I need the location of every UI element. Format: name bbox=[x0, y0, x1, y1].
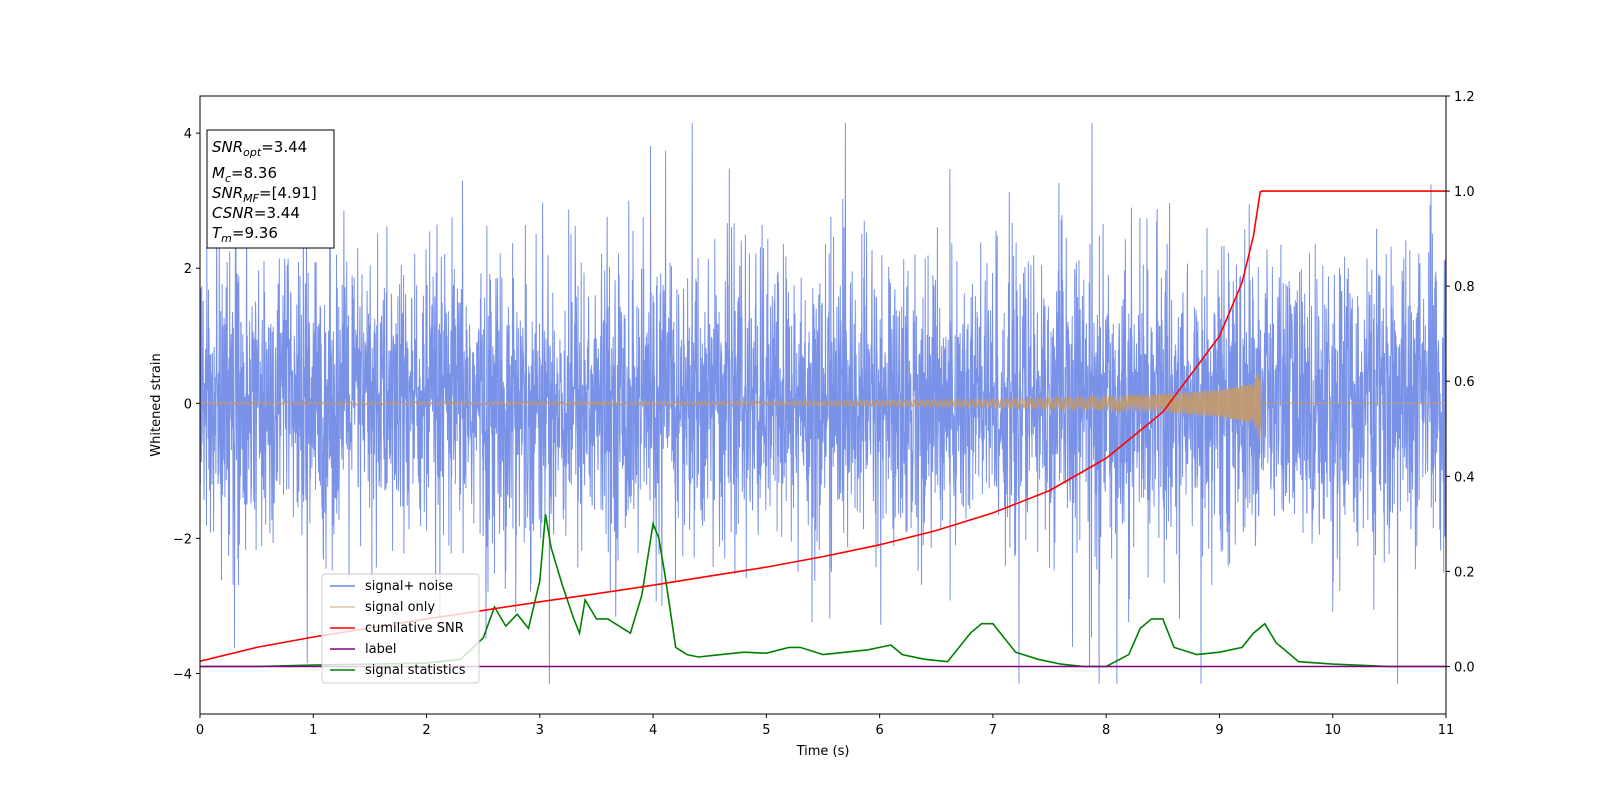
y-tick-label: −4 bbox=[173, 667, 192, 682]
x-tick-label: 2 bbox=[422, 723, 430, 738]
y2-tick-label: 0.6 bbox=[1454, 375, 1475, 390]
info-tm: Tm=9.36 bbox=[212, 224, 278, 245]
y-tick-label: −2 bbox=[173, 532, 192, 547]
legend-signal-noise: signal+ noise bbox=[365, 579, 453, 594]
info-mc: Mc=8.36 bbox=[212, 164, 277, 185]
series-signal-only bbox=[200, 372, 1446, 441]
x-tick-label: 5 bbox=[762, 723, 770, 738]
line-signal-only bbox=[200, 372, 1446, 441]
legend-frame bbox=[321, 573, 480, 684]
y2-tick-label: 1.0 bbox=[1454, 185, 1475, 200]
legend-cumulative-snr: cumilative SNR bbox=[365, 621, 464, 636]
plot-frame bbox=[199, 95, 1447, 715]
info-box-frame bbox=[206, 129, 335, 249]
y2-tick-label: 1.2 bbox=[1454, 90, 1475, 105]
y-tick-label: 0 bbox=[184, 397, 192, 412]
x-tick-label: 8 bbox=[1102, 723, 1110, 738]
info-csnr: CSNR=3.44 bbox=[212, 204, 300, 222]
info-box: SNRopt=3.44 Mc=8.36 SNRMF=[4.91] CSNR=3.… bbox=[206, 129, 335, 249]
y-axis-title: Whitened strain bbox=[149, 353, 164, 456]
x-tick-label: 3 bbox=[536, 723, 544, 738]
x-axis: 0 1 2 3 4 5 6 7 8 9 10 11 bbox=[196, 714, 1454, 738]
info-snr-opt: SNRopt=3.44 bbox=[212, 138, 307, 159]
legend-signal-statistics: signal statistics bbox=[365, 663, 466, 678]
x-tick-label: 9 bbox=[1215, 723, 1223, 738]
y2-tick-label: 0.0 bbox=[1454, 660, 1475, 675]
y2-tick-label: 0.4 bbox=[1454, 470, 1475, 485]
y-tick-label: 4 bbox=[184, 127, 192, 142]
line-signal-statistics bbox=[200, 514, 1446, 668]
info-snr-mf: SNRMF=[4.91] bbox=[212, 184, 317, 205]
x-tick-label: 0 bbox=[196, 723, 204, 738]
y2-tick-label: 0.2 bbox=[1454, 565, 1475, 580]
x-tick-label: 1 bbox=[309, 723, 317, 738]
legend-label: label bbox=[365, 642, 396, 657]
legend-signal-only: signal only bbox=[365, 600, 435, 615]
x-tick-label: 4 bbox=[649, 723, 657, 738]
x-tick-label: 6 bbox=[875, 723, 883, 738]
x-axis-title: Time (s) bbox=[796, 744, 850, 759]
y2-tick-label: 0.8 bbox=[1454, 280, 1475, 295]
y-axis-left: −4 −2 0 2 4 bbox=[173, 127, 200, 682]
x-tick-label: 11 bbox=[1438, 723, 1455, 738]
y-tick-label: 2 bbox=[184, 262, 192, 277]
x-tick-label: 10 bbox=[1324, 723, 1341, 738]
x-tick-label: 7 bbox=[989, 723, 997, 738]
y-axis-right: 0.0 0.2 0.4 0.6 0.8 1.0 1.2 bbox=[1446, 90, 1475, 675]
legend: signal+ noise signal only cumilative SNR la… bbox=[321, 573, 480, 684]
